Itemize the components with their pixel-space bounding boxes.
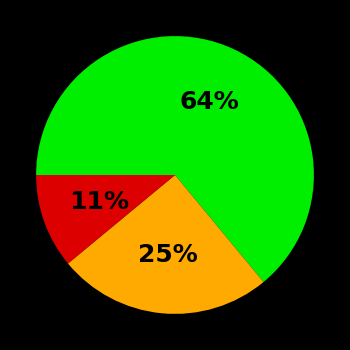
- Text: 64%: 64%: [180, 90, 239, 114]
- Wedge shape: [36, 36, 314, 282]
- Wedge shape: [68, 175, 264, 314]
- Text: 25%: 25%: [138, 243, 197, 267]
- Wedge shape: [36, 175, 175, 264]
- Text: 11%: 11%: [69, 190, 129, 214]
